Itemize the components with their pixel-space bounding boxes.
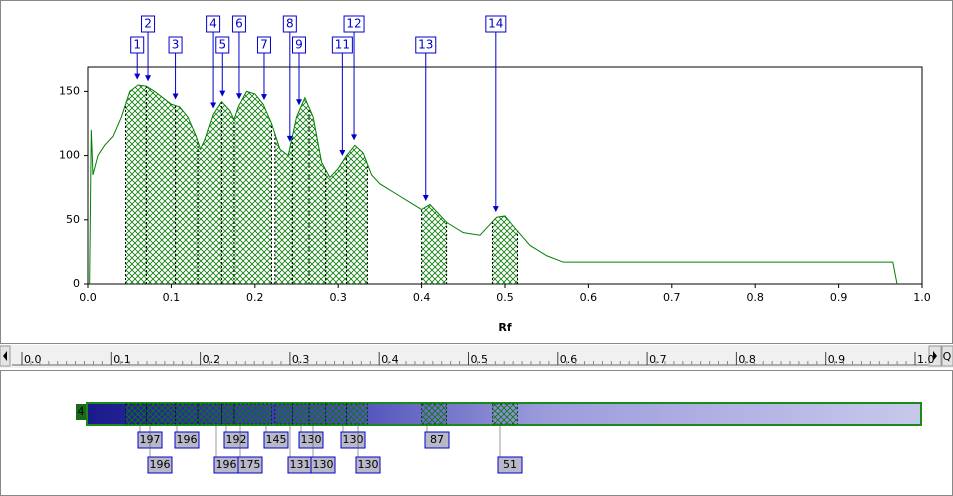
peak-label: 8 — [286, 17, 294, 31]
peak-label: 13 — [418, 38, 433, 52]
ruler-tick-label: 0.5 — [471, 353, 489, 366]
ruler-tick-label: 0.2 — [203, 353, 221, 366]
x-tick-label: 0.6 — [580, 291, 598, 304]
y-tick-label: 100 — [59, 149, 80, 162]
peak-label: 9 — [295, 38, 303, 52]
peak-label: 1 — [133, 38, 141, 52]
x-tick-label: 0.8 — [746, 291, 764, 304]
peak-label: 11 — [335, 38, 350, 52]
peak-label: 12 — [346, 17, 361, 31]
peak-area — [146, 86, 175, 284]
ruler-tick-label: 0.1 — [113, 353, 131, 366]
peak-label: 6 — [235, 17, 243, 31]
area-label: 192 — [226, 433, 247, 446]
peak-area — [275, 134, 293, 284]
peak-label: 2 — [144, 17, 152, 31]
x-tick-label: 0.3 — [329, 291, 347, 304]
page: {"chart_data": {"type": "line", "x_label… — [0, 0, 953, 496]
x-tick-label: 0.9 — [830, 291, 848, 304]
area-label: 196 — [177, 433, 198, 446]
ruler-tick-label: 1.0 — [917, 353, 935, 366]
y-tick-label: 50 — [66, 213, 80, 226]
area-label: 175 — [240, 458, 261, 471]
lane-peak-area — [146, 404, 175, 424]
peak-label: 7 — [260, 38, 268, 52]
peak-label: 3 — [172, 38, 180, 52]
x-tick-label: 0.7 — [663, 291, 681, 304]
area-label: 130 — [313, 458, 334, 471]
x-tick-label: 0.0 — [79, 291, 97, 304]
zoom-button-label: Q — [943, 350, 952, 363]
ruler-tick-label: 0.7 — [649, 353, 667, 366]
x-axis-label: Rf — [498, 321, 511, 334]
lane-peak-area — [221, 404, 234, 424]
lane-peak-area — [198, 404, 221, 424]
lane-peak-area — [176, 404, 199, 424]
lane-number: 4 — [78, 405, 85, 418]
area-label: 87 — [430, 433, 444, 446]
peak-label: 5 — [218, 38, 226, 52]
ruler-tick-label: 0.3 — [292, 353, 310, 366]
lane-peak-area — [347, 404, 368, 424]
peak-area — [126, 85, 147, 284]
ruler-tick-label: 0.8 — [738, 353, 756, 366]
lane-peak-area — [309, 404, 326, 424]
area-label: 130 — [343, 433, 364, 446]
x-tick-label: 1.0 — [913, 291, 931, 304]
ruler-tick-label: 0.6 — [560, 353, 578, 366]
peak-area — [234, 91, 272, 284]
lane-peak-area — [292, 404, 309, 424]
x-tick-label: 0.5 — [496, 291, 514, 304]
ruler-tick-label: 0.0 — [24, 353, 42, 366]
lane-peak-area — [275, 404, 293, 424]
lane-peak-area — [126, 404, 147, 424]
ruler-tick-label: 0.4 — [381, 353, 399, 366]
ruler-tick-label: 0.9 — [828, 353, 846, 366]
peak-area — [347, 145, 368, 284]
y-tick-label: 0 — [73, 277, 80, 290]
x-tick-label: 0.1 — [163, 291, 181, 304]
area-label: 196 — [216, 458, 237, 471]
x-tick-label: 0.2 — [246, 291, 264, 304]
lane-peak-area — [422, 404, 447, 424]
y-tick-label: 150 — [59, 84, 80, 97]
lane-peak-area — [492, 404, 517, 424]
peak-label: 14 — [488, 17, 503, 31]
peak-area — [221, 102, 234, 284]
area-label: 131 — [290, 458, 311, 471]
area-label: 130 — [301, 433, 322, 446]
area-label: 145 — [266, 433, 287, 446]
x-tick-label: 0.4 — [413, 291, 431, 304]
lane-peak-area — [234, 404, 272, 424]
screen: Q Rf 0 50 100 150 0.0 0.1 0.2 0.3 0.4 0.5 0.6 0.7 0.… — [0, 0, 953, 496]
area-label: 51 — [503, 458, 517, 471]
area-label: 196 — [150, 458, 171, 471]
area-label: 130 — [358, 458, 379, 471]
peak-label: 4 — [209, 17, 217, 31]
lane-peak-area — [326, 404, 347, 424]
